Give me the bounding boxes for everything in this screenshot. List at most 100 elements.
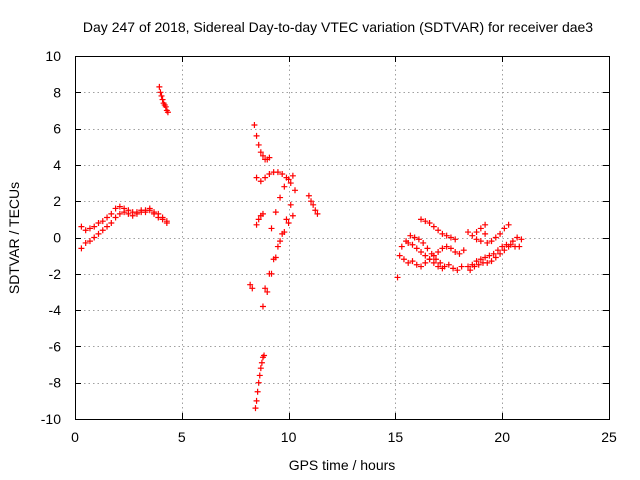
data-point [413, 261, 420, 268]
data-point [151, 210, 158, 217]
data-point [146, 207, 153, 214]
data-point [497, 230, 504, 237]
grid-lines [75, 56, 609, 419]
data-point [272, 209, 279, 216]
data-point [418, 263, 425, 270]
data-point [264, 288, 271, 295]
data-point [477, 256, 484, 263]
y-tick-label: 4 [53, 157, 61, 173]
data-point [467, 267, 474, 274]
data-point [426, 256, 433, 263]
y-tick-label: -8 [49, 375, 62, 391]
data-point [447, 234, 454, 241]
data-point [104, 214, 111, 221]
data-point [292, 187, 299, 194]
data-point [418, 249, 425, 256]
data-point [163, 219, 170, 226]
data-point [116, 203, 123, 210]
data-point [91, 234, 98, 241]
data-point [482, 230, 489, 237]
data-point [424, 245, 431, 252]
data-point [435, 249, 442, 256]
data-point [501, 247, 508, 254]
y-tick-label: -10 [41, 411, 61, 427]
data-point [283, 216, 290, 223]
data-point [422, 259, 429, 266]
data-point [439, 265, 446, 272]
data-point [518, 236, 525, 243]
data-point [274, 243, 281, 250]
data-point [266, 270, 273, 277]
data-point [86, 225, 93, 232]
data-point [310, 201, 317, 208]
data-point [91, 223, 98, 230]
data-point [99, 218, 106, 225]
data-point [253, 221, 260, 228]
data-point [108, 219, 115, 226]
data-point [477, 225, 484, 232]
data-point [443, 243, 450, 250]
y-tick-label: 8 [53, 84, 61, 100]
data-point [256, 372, 263, 379]
data-point [86, 238, 93, 245]
data-point [437, 259, 444, 266]
data-point [116, 210, 123, 217]
data-point [249, 285, 256, 292]
data-point [281, 183, 288, 190]
x-tick-label: 25 [601, 429, 617, 445]
data-point [289, 172, 296, 179]
data-point [430, 223, 437, 230]
data-point [257, 365, 264, 372]
data-point [514, 234, 521, 241]
data-point [452, 249, 459, 256]
data-point [247, 281, 254, 288]
y-tick-label: 10 [45, 48, 61, 64]
data-point [497, 250, 504, 257]
data-point [477, 238, 484, 245]
data-point [285, 176, 292, 183]
data-point [164, 109, 171, 116]
data-point [435, 263, 442, 270]
data-point [409, 258, 416, 265]
data-point [473, 258, 480, 265]
data-point [499, 243, 506, 250]
data-point [308, 198, 315, 205]
chart-title: Day 247 of 2018, Sidereal Day-to-day VTE… [83, 19, 593, 35]
data-point [254, 388, 261, 395]
data-point [133, 210, 140, 217]
data-point [279, 230, 286, 237]
data-point [287, 201, 294, 208]
data-point [484, 239, 491, 246]
data-point [268, 225, 275, 232]
data-point [411, 234, 418, 241]
y-tick-label: 2 [53, 193, 61, 209]
data-point [277, 238, 284, 245]
data-point [426, 219, 433, 226]
x-axis-label: GPS time / hours [289, 457, 396, 473]
data-point [445, 261, 452, 268]
data-point [484, 259, 491, 266]
data-point [82, 227, 89, 234]
data-point [255, 216, 262, 223]
data-point [279, 170, 286, 177]
data-point [253, 174, 260, 181]
data-point [253, 132, 260, 139]
data-point [473, 229, 480, 236]
data-point [492, 254, 499, 261]
data-point [287, 180, 294, 187]
data-point [95, 219, 102, 226]
data-point [259, 152, 266, 159]
data-point [257, 149, 264, 156]
data-point [125, 210, 132, 217]
data-point [486, 252, 493, 259]
data-point [78, 223, 85, 230]
data-point [435, 227, 442, 234]
data-point [312, 207, 319, 214]
data-point [142, 209, 149, 216]
data-point [452, 236, 459, 243]
data-point [450, 265, 457, 272]
data-point [394, 274, 401, 281]
data-point [396, 252, 403, 259]
data-point [253, 397, 260, 404]
